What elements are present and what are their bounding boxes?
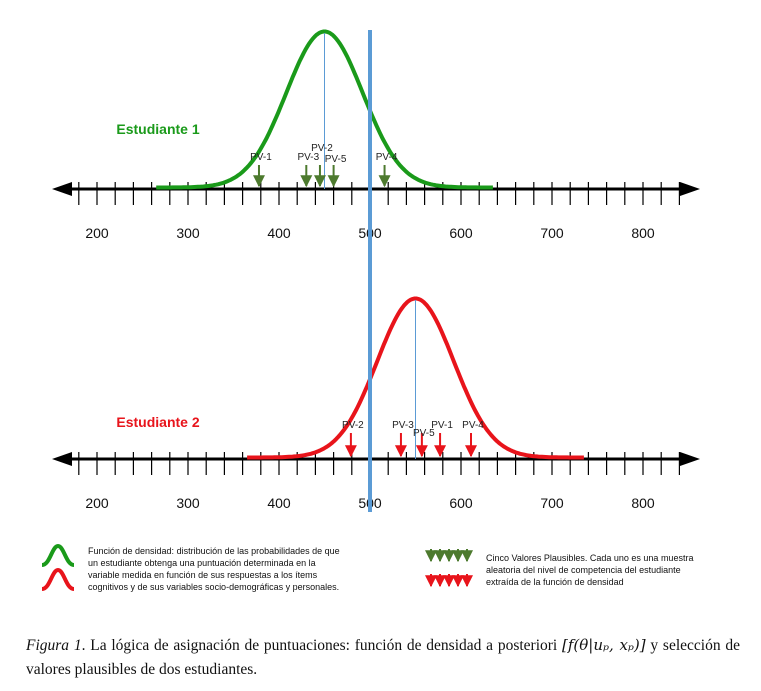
plausible-values-diagram: 200300400500600700800Estudiante 1PV-1PV-…: [41, 29, 700, 592]
plausible-value-label: PV-5: [325, 154, 347, 165]
tick-label: 700: [540, 225, 564, 241]
plausible-value-label: PV-5: [413, 428, 435, 439]
caption-text: . La lógica de asignación de puntuacione…: [81, 637, 558, 654]
figure-number: Figura 1: [26, 637, 82, 654]
axis-right-arrow-icon: [680, 452, 700, 466]
tick-label: 700: [540, 495, 564, 511]
tick-label: 200: [85, 495, 109, 511]
plausible-value-label: PV-1: [431, 420, 453, 431]
plausible-value-label: PV-2: [342, 420, 364, 431]
axis-left-arrow-icon: [52, 182, 72, 196]
tick-label: 400: [267, 225, 291, 241]
plausible-value-label: PV-3: [392, 420, 414, 431]
pv-legend-text: Cinco Valores Plausibles. Cada uno es un…: [486, 553, 696, 587]
plausible-value-label: PV-1: [250, 152, 272, 163]
green-arrows-legend-icon: [425, 549, 473, 563]
density-curve: [247, 296, 584, 460]
tick-label: 300: [176, 225, 200, 241]
axis-right-arrow-icon: [680, 182, 700, 196]
density-curve: [156, 29, 493, 190]
student-1-panel: 200300400500600700800Estudiante 1PV-1PV-…: [52, 29, 700, 241]
tick-label: 200: [85, 225, 109, 241]
tick-label: 600: [449, 495, 473, 511]
legend: Función de densidad: distribución de las…: [41, 543, 696, 592]
tick-label: 300: [176, 495, 200, 511]
plausible-value-label: PV-4: [462, 420, 484, 431]
tick-label: 800: [631, 225, 655, 241]
plausible-value-label: PV-3: [297, 152, 319, 163]
student-label: Estudiante 2: [116, 414, 199, 430]
density-legend-text: Función de densidad: distribución de las…: [88, 546, 342, 592]
caption-text-2: y selección de valores plausibles de dos…: [26, 637, 741, 678]
tick-label: 600: [449, 225, 473, 241]
caption-formula: [f(θ|uₚ, xₚ)]: [562, 636, 646, 654]
student-2-panel: 200300400500600700800Estudiante 2PV-2PV-…: [52, 296, 700, 511]
tick-label: 400: [267, 495, 291, 511]
figure-caption: Figura 1. La lógica de asignación de pun…: [26, 633, 740, 682]
red-curve-legend-icon: [41, 567, 75, 591]
axis-left-arrow-icon: [52, 452, 72, 466]
plausible-value-label: PV-4: [376, 152, 398, 163]
tick-label: 800: [631, 495, 655, 511]
plausible-value-label: PV-2: [311, 143, 333, 154]
red-arrows-legend-icon: [425, 574, 473, 588]
student-label: Estudiante 1: [116, 121, 199, 137]
green-curve-legend-icon: [41, 543, 75, 567]
